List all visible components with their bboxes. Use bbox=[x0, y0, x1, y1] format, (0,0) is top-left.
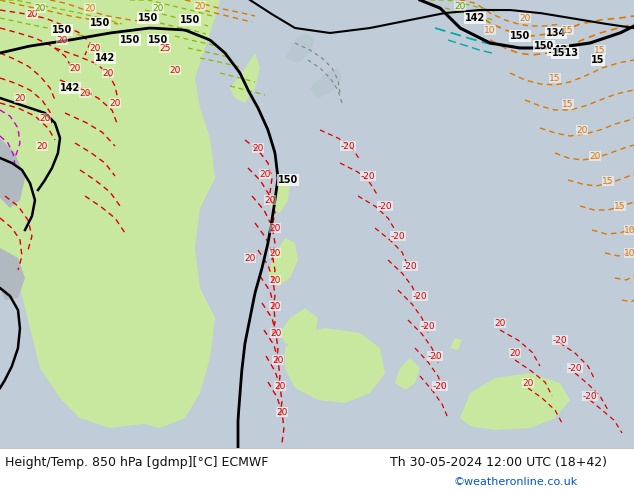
Text: 150: 150 bbox=[534, 41, 554, 51]
Text: 134: 134 bbox=[546, 28, 566, 38]
Text: 20: 20 bbox=[39, 114, 51, 122]
Text: 20: 20 bbox=[169, 66, 181, 74]
Polygon shape bbox=[460, 373, 570, 430]
Polygon shape bbox=[0, 248, 25, 300]
Text: 20: 20 bbox=[34, 3, 46, 13]
Text: 20: 20 bbox=[270, 328, 281, 338]
Text: 20: 20 bbox=[56, 35, 68, 45]
Text: 20: 20 bbox=[194, 1, 205, 10]
Text: 150: 150 bbox=[278, 175, 298, 185]
Polygon shape bbox=[268, 238, 298, 286]
Text: 142: 142 bbox=[60, 83, 80, 93]
Text: 20: 20 bbox=[273, 356, 283, 365]
Text: 20: 20 bbox=[509, 348, 521, 358]
Text: 150: 150 bbox=[52, 25, 72, 35]
Text: 15: 15 bbox=[602, 176, 614, 186]
Text: 15: 15 bbox=[562, 99, 574, 108]
Text: -20: -20 bbox=[361, 172, 375, 180]
Polygon shape bbox=[0, 138, 25, 208]
Text: 20: 20 bbox=[495, 318, 506, 327]
Polygon shape bbox=[310, 68, 342, 98]
Text: 15: 15 bbox=[614, 201, 626, 211]
Text: 20: 20 bbox=[152, 3, 164, 13]
Text: -20: -20 bbox=[583, 392, 597, 400]
Text: 20: 20 bbox=[519, 14, 531, 23]
Text: 20: 20 bbox=[244, 253, 256, 263]
Text: 10: 10 bbox=[624, 248, 634, 258]
Polygon shape bbox=[395, 358, 420, 390]
Text: 20: 20 bbox=[269, 275, 281, 285]
Text: 20: 20 bbox=[89, 44, 101, 52]
Text: 142: 142 bbox=[465, 13, 485, 23]
Text: 10: 10 bbox=[624, 225, 634, 235]
Text: 150: 150 bbox=[180, 15, 200, 25]
Text: 20: 20 bbox=[109, 98, 120, 107]
Text: 142: 142 bbox=[548, 45, 568, 55]
Text: 20: 20 bbox=[269, 248, 281, 258]
Text: ©weatheronline.co.uk: ©weatheronline.co.uk bbox=[453, 477, 578, 487]
Text: 150: 150 bbox=[510, 31, 530, 41]
Text: -20: -20 bbox=[567, 364, 582, 372]
Text: 1513: 1513 bbox=[552, 48, 578, 58]
Text: 20: 20 bbox=[102, 69, 113, 77]
Text: 20: 20 bbox=[269, 301, 281, 311]
Text: 150: 150 bbox=[90, 18, 110, 28]
Polygon shape bbox=[285, 328, 385, 403]
Text: 150: 150 bbox=[120, 35, 140, 45]
Text: 20: 20 bbox=[276, 408, 288, 416]
Text: 20: 20 bbox=[69, 64, 81, 73]
Text: 20: 20 bbox=[269, 223, 281, 232]
Text: -20: -20 bbox=[432, 382, 448, 391]
Text: -20: -20 bbox=[428, 351, 443, 361]
Text: 20: 20 bbox=[259, 170, 271, 178]
Text: 10: 10 bbox=[484, 25, 496, 34]
Text: 20: 20 bbox=[79, 89, 91, 98]
Text: 15: 15 bbox=[592, 55, 605, 65]
Text: 20: 20 bbox=[264, 196, 276, 204]
Text: 20: 20 bbox=[27, 9, 37, 19]
Text: 15: 15 bbox=[594, 46, 605, 54]
Text: -20: -20 bbox=[553, 336, 567, 344]
Text: -20: -20 bbox=[413, 292, 427, 300]
Text: 20: 20 bbox=[84, 3, 96, 13]
Text: Height/Temp. 850 hPa [gdmp][°C] ECMWF: Height/Temp. 850 hPa [gdmp][°C] ECMWF bbox=[5, 456, 268, 469]
Text: -20: -20 bbox=[391, 231, 405, 241]
Text: -20: -20 bbox=[403, 262, 417, 270]
Text: 20: 20 bbox=[15, 94, 26, 102]
Text: 25: 25 bbox=[159, 44, 171, 52]
Text: 20: 20 bbox=[36, 142, 48, 150]
Polygon shape bbox=[285, 33, 315, 63]
Polygon shape bbox=[0, 0, 200, 428]
Text: 15: 15 bbox=[549, 74, 560, 82]
Text: 20: 20 bbox=[576, 125, 588, 134]
Text: -20: -20 bbox=[421, 321, 436, 330]
Polygon shape bbox=[450, 338, 462, 350]
Text: 15: 15 bbox=[562, 25, 574, 34]
Text: 20: 20 bbox=[252, 144, 264, 152]
Polygon shape bbox=[280, 308, 318, 348]
Text: 20: 20 bbox=[275, 382, 286, 391]
Text: 20: 20 bbox=[522, 378, 534, 388]
Text: 150: 150 bbox=[138, 13, 158, 23]
Polygon shape bbox=[230, 53, 260, 103]
Text: -20: -20 bbox=[340, 142, 355, 150]
Text: Th 30-05-2024 12:00 UTC (18+42): Th 30-05-2024 12:00 UTC (18+42) bbox=[390, 456, 607, 469]
Text: 150: 150 bbox=[148, 35, 168, 45]
Text: 142: 142 bbox=[95, 53, 115, 63]
Polygon shape bbox=[270, 176, 290, 213]
Text: 20: 20 bbox=[590, 151, 600, 161]
Polygon shape bbox=[0, 0, 220, 428]
Text: -20: -20 bbox=[378, 201, 392, 211]
Text: 20: 20 bbox=[455, 1, 466, 10]
